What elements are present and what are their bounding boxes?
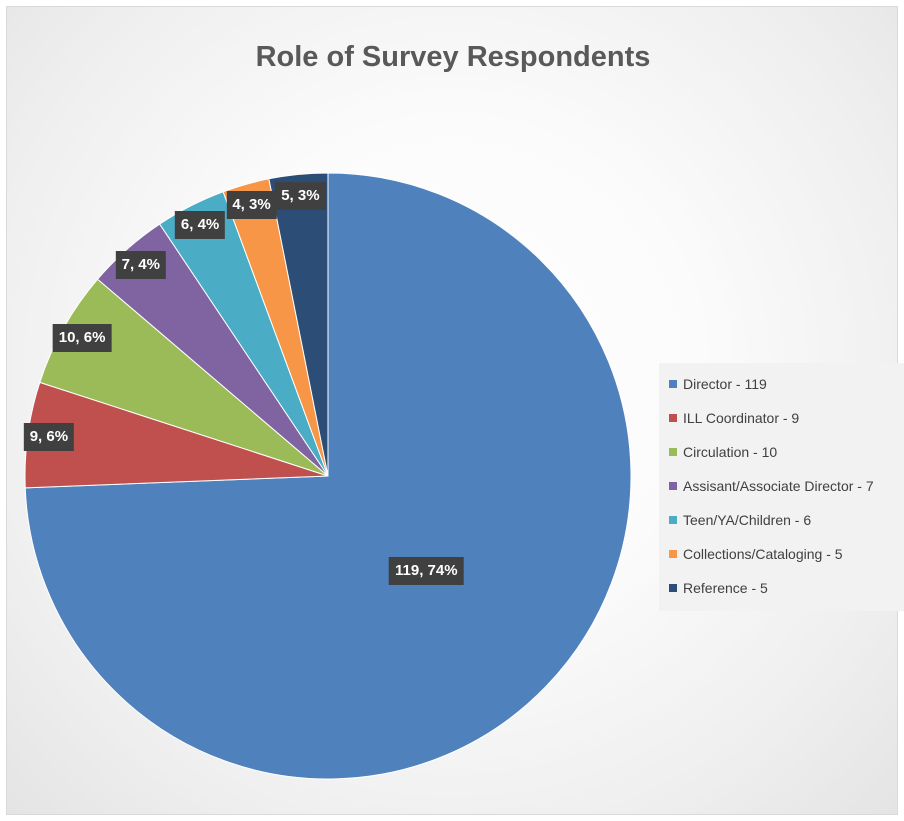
legend-label: Assisant/Associate Director - 7 [683,478,874,494]
legend-label: Director - 119 [683,376,767,392]
chart-title: Role of Survey Respondents [255,41,651,73]
pie-slice-6 [268,172,329,477]
legend-label: Teen/YA/Children - 6 [683,512,812,528]
data-label-3: 7, 4% [115,251,166,280]
legend-swatch [669,448,677,456]
legend-item-0: Director - 119 [659,367,904,401]
legend-item-1: ILL Coordinator - 9 [659,401,904,435]
data-label-1: 9, 6% [23,423,75,452]
pie-chart [24,172,632,780]
legend-swatch [669,380,677,388]
legend-label: Reference - 5 [683,580,768,596]
legend-swatch [669,584,677,592]
data-label-0: 119, 74% [389,556,464,585]
data-label-6: 5, 3% [275,181,326,210]
legend-label: Collections/Cataloging - 5 [683,546,843,562]
legend-item-4: Teen/YA/Children - 6 [659,503,904,537]
chart-area: Role of Survey Respondents 119, 74% 9, 6%… [6,6,904,815]
data-label-4: 6, 4% [174,210,226,239]
legend-swatch [669,482,677,490]
legend-item-5: Collections/Cataloging - 5 [659,537,904,571]
legend: Director - 119 ILL Coordinator - 9 Circula… [659,363,904,611]
legend-item-2: Circulation - 10 [659,435,904,469]
data-label-5: 4, 3% [226,190,277,219]
data-label-2: 10, 6% [52,324,112,353]
legend-label: Circulation - 10 [683,444,778,460]
legend-label: ILL Coordinator - 9 [683,410,800,426]
legend-item-6: Reference - 5 [659,571,904,605]
legend-swatch [669,550,677,558]
legend-swatch [669,414,677,422]
legend-swatch [669,516,677,524]
legend-item-3: Assisant/Associate Director - 7 [659,469,904,503]
